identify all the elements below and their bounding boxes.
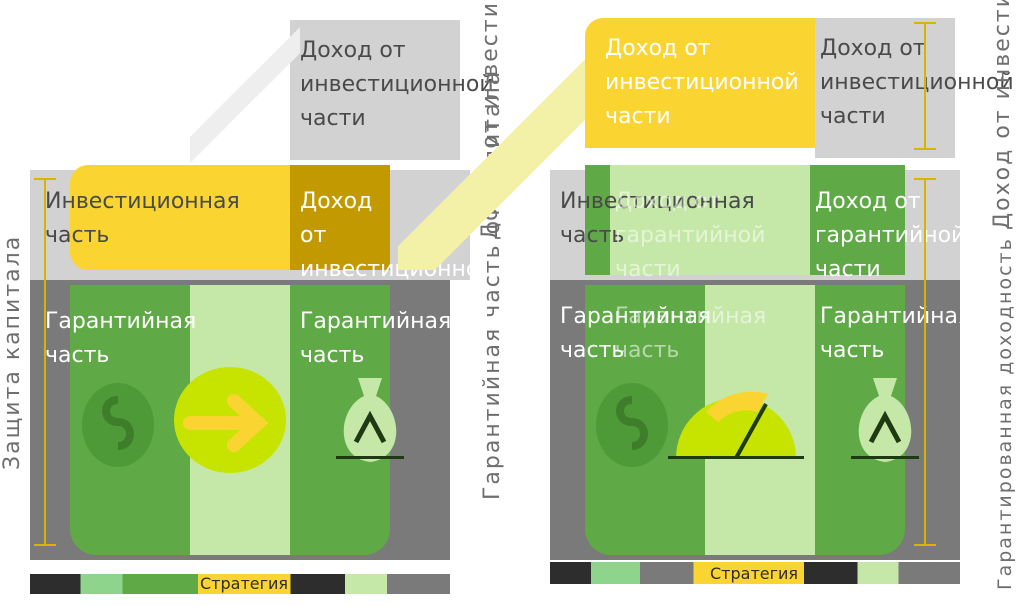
right-bottom-center-label: Гарантийная часть	[615, 304, 767, 363]
left-middle-yellow-box	[70, 165, 290, 270]
coins-icon	[596, 383, 668, 467]
right-upper-vertical-arrow	[924, 22, 926, 150]
left-bottom-right-label: Гарантийная часть	[300, 309, 452, 368]
right-side-label-bottom: Гарантированная доходность	[994, 237, 1016, 590]
right-middle-right-label: Доход от гарантийной части	[815, 189, 966, 282]
money-bag-icon	[851, 378, 919, 462]
right-lower-arrow-top-tick	[914, 178, 936, 180]
right-diagram: Доход от инвестиционной части Доход от и…	[540, 0, 1024, 606]
left-footer-bar	[30, 574, 450, 594]
arrow-right-icon	[174, 367, 286, 473]
coins-icon	[82, 383, 154, 467]
right-upper-arrow-top-tick	[914, 22, 936, 24]
right-lower-vertical-arrow	[924, 178, 926, 546]
left-vertical-arrow	[44, 178, 46, 546]
left-arrow-bottom-tick	[34, 544, 56, 546]
right-top-label: Доход от инвестиционной части	[605, 36, 799, 129]
right-upper-arrow-bottom-tick	[914, 148, 936, 150]
left-bottom-left-label: Гарантийная часть	[45, 309, 197, 368]
right-footer-bar	[550, 562, 960, 584]
left-diagram: Доход от инвестиционной части Инвестицио…	[0, 0, 494, 606]
right-top-right-label: Доход от инвестиционной части	[820, 36, 1014, 129]
left-diagonal-connector	[190, 20, 300, 170]
left-middle-gold-box	[290, 165, 390, 270]
money-bag-icon	[336, 378, 404, 462]
right-lower-arrow-bottom-tick	[914, 544, 936, 546]
left-footer-label: Стратегия	[200, 574, 289, 593]
left-side-label: Защита капитала	[0, 234, 25, 470]
right-bottom-right-label: Гарантийная часть	[820, 304, 972, 363]
right-top-gray-box	[815, 18, 955, 158]
left-arrow-top-tick	[34, 178, 56, 180]
right-bottom-left-label: Гарантийная часть	[560, 304, 712, 363]
right-middle-light-box	[610, 165, 810, 275]
gauge-icon	[668, 391, 804, 459]
right-side-label-top: Доход от инвестиций	[990, 0, 1015, 230]
right-footer-label: Стратегия	[710, 564, 799, 583]
right-middle-center-label: Доход от гарантийной части	[615, 189, 766, 282]
left-middle-left-label: Инвестиционная часть	[45, 189, 240, 248]
